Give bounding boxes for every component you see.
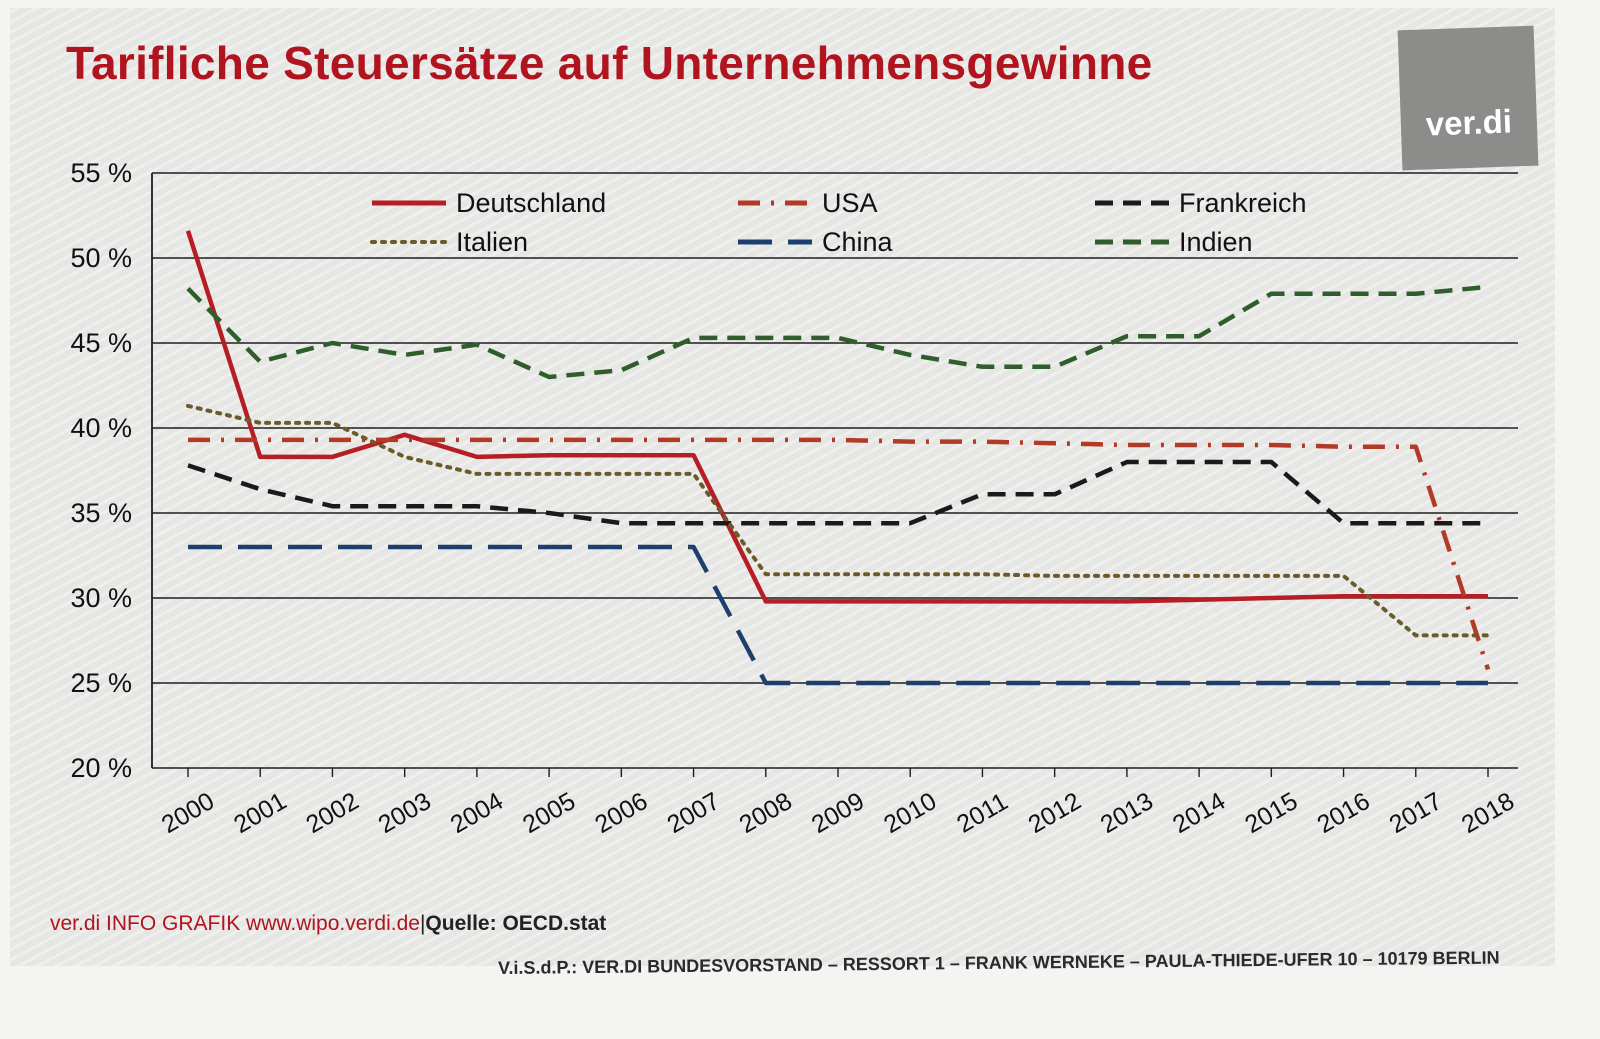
source-line: ver.di INFO GRAFIK www.wipo.verdi.de|Que… <box>50 912 606 936</box>
series-line-deutschland <box>185 230 1488 604</box>
series-line-frankreich <box>187 459 1488 526</box>
y-tick-label: 30 % <box>70 583 132 613</box>
series-line-usa <box>188 437 1491 671</box>
x-tick-label: 2001 <box>229 787 291 839</box>
page-title: Tarifliche Steuersätze auf Unternehmensg… <box>66 37 1153 89</box>
y-tick-label: 50 % <box>70 243 132 273</box>
y-tick-label: 45 % <box>70 328 132 358</box>
x-tick-label: 2006 <box>590 787 652 839</box>
x-tick-label: 2008 <box>735 787 797 839</box>
legend-label-indien: Indien <box>1179 227 1253 257</box>
x-tick-label: 2002 <box>301 787 363 839</box>
footer-separator: | <box>419 912 426 935</box>
x-tick-label: 2014 <box>1168 787 1230 839</box>
series-line-indien <box>186 284 1489 380</box>
series-line-china <box>188 544 1488 686</box>
footer-credit: ver.di INFO GRAFIK www.wipo.verdi.de <box>50 912 420 935</box>
x-tick-label: 2000 <box>157 787 219 839</box>
line-chart: 20 % 25 % 30 % 35 % 40 % 45 % 50 % 55 % 2000 2001… <box>70 158 1519 839</box>
x-tick-label: 2012 <box>1024 787 1086 839</box>
y-tick-label: 20 % <box>70 753 132 783</box>
y-tick-label: 25 % <box>70 668 132 698</box>
legend-label-deutschland: Deutschland <box>456 188 606 218</box>
x-tick-label: 2003 <box>374 787 436 839</box>
x-tick-label: 2016 <box>1312 787 1374 839</box>
legend-label-frankreich: Frankreich <box>1179 188 1307 218</box>
x-tick-label: 2018 <box>1457 787 1519 839</box>
y-tick-label: 35 % <box>70 498 132 528</box>
x-tick-label: 2007 <box>662 787 724 839</box>
x-tick-label: 2011 <box>952 788 1013 839</box>
x-tick-label: 2009 <box>807 787 869 839</box>
footer-source: Quelle: OECD.stat <box>425 912 607 935</box>
x-tick-label: 2010 <box>879 787 941 839</box>
x-tick-label: 2004 <box>446 787 508 839</box>
x-tick-label: 2013 <box>1096 787 1158 839</box>
legend-label-italien: Italien <box>456 227 528 257</box>
legend-label-china: China <box>822 227 894 257</box>
x-tick-label: 2005 <box>518 787 580 839</box>
series-line-italien <box>186 403 1490 638</box>
legend-label-usa: USA <box>822 188 878 218</box>
y-tick-label: 40 % <box>70 413 132 443</box>
x-tick-label: 2017 <box>1385 787 1447 839</box>
x-tick-label: 2015 <box>1240 787 1302 839</box>
y-tick-label: 55 % <box>70 158 132 188</box>
infographic-card: Tarifliche Steuersätze auf Unternehmensg… <box>10 8 1555 966</box>
